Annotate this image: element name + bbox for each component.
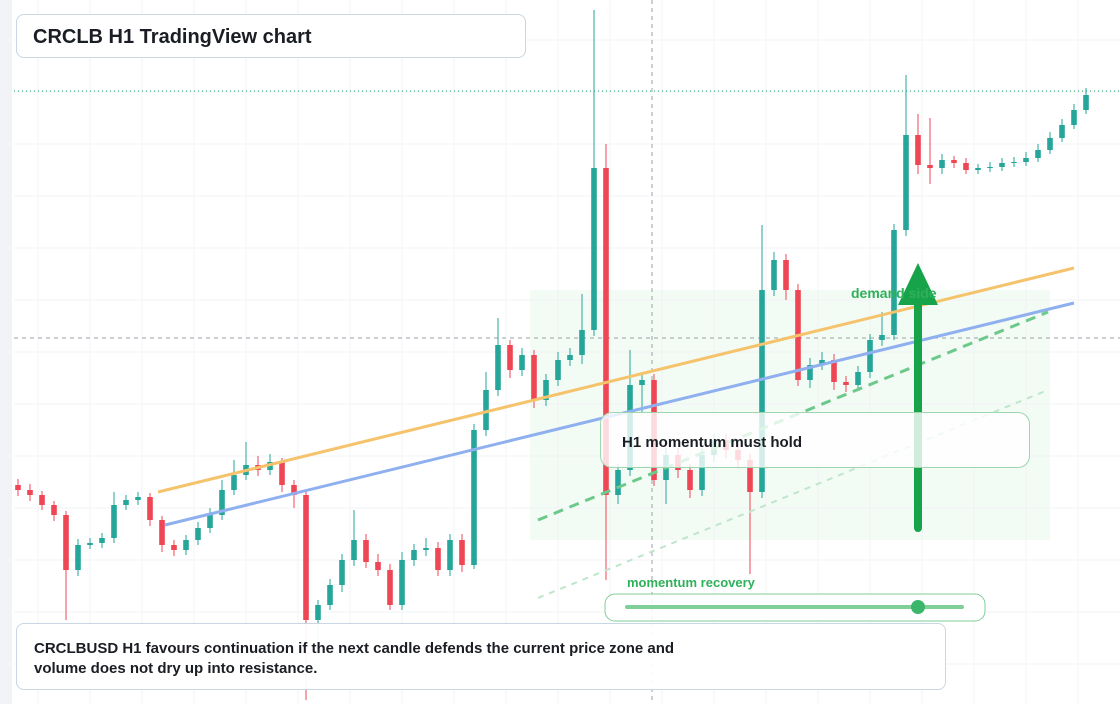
candle-body: [519, 355, 525, 370]
candle-body: [195, 528, 201, 540]
candle-body: [75, 545, 81, 570]
candle-body: [423, 548, 429, 550]
candle-body: [507, 345, 513, 370]
candle-body: [363, 540, 369, 562]
candle-body: [99, 538, 105, 543]
candle-body: [951, 160, 957, 163]
candle-body: [279, 462, 285, 485]
candle-body: [123, 500, 129, 505]
candle-body: [567, 355, 573, 360]
candle-body: [147, 497, 153, 520]
candle-body: [483, 390, 489, 430]
note-text: CRCLBUSD H1 favours continuation if the …: [34, 640, 675, 677]
candle-body: [699, 455, 705, 490]
candle-body: [1071, 110, 1077, 125]
candle-body: [63, 515, 69, 570]
candle-body: [579, 330, 585, 355]
candle-body: [903, 135, 909, 230]
arrow-head: [898, 263, 938, 305]
candle-body: [783, 260, 789, 290]
candle-body: [843, 382, 849, 385]
candle-body: [51, 505, 57, 515]
candle-body: [399, 560, 405, 605]
candle-body: [915, 135, 921, 165]
candle-body: [375, 562, 381, 570]
candle-body: [639, 380, 645, 385]
candle-body: [819, 360, 825, 365]
candle-body: [1047, 138, 1053, 150]
candle-body: [855, 372, 861, 385]
chart-title: CRCLB H1 TradingView chart: [33, 26, 312, 48]
candle-body: [1035, 150, 1041, 158]
note-box: CRCLBUSD H1 favours continuation if the …: [16, 623, 946, 690]
callout-box: H1 momentum must hold: [600, 412, 1030, 468]
candle-body: [1083, 95, 1089, 110]
candle-body: [387, 570, 393, 605]
candle-body: [591, 168, 597, 330]
left-edge: [0, 0, 12, 704]
candle-body: [183, 540, 189, 550]
candle-body: [831, 360, 837, 382]
candle-body: [27, 490, 33, 495]
candle-body: [687, 470, 693, 490]
candle-body: [315, 605, 321, 620]
candle-body: [963, 163, 969, 170]
candle-body: [1059, 125, 1065, 138]
candle-body: [471, 430, 477, 565]
slider-knob: [911, 600, 925, 614]
candle-body: [1011, 162, 1017, 163]
candle-body: [1023, 158, 1029, 162]
candle-body: [447, 540, 453, 570]
candle-body: [171, 545, 177, 550]
candle-body: [459, 540, 465, 565]
candle-body: [111, 505, 117, 538]
candle-body: [339, 560, 345, 585]
candle-body: [555, 360, 561, 380]
candle-body: [351, 540, 357, 560]
candle-body: [747, 460, 753, 492]
candle-body: [87, 543, 93, 545]
candle-body: [987, 167, 993, 168]
candle-body: [411, 550, 417, 560]
candle-body: [879, 335, 885, 340]
candle-body: [939, 160, 945, 168]
candle-body: [303, 495, 309, 620]
candle-body: [771, 260, 777, 290]
candle-body: [231, 475, 237, 490]
candle-body: [927, 165, 933, 168]
candle-body: [159, 520, 165, 545]
candle-body: [135, 497, 141, 500]
candle-body: [543, 380, 549, 400]
candle-body: [327, 585, 333, 605]
candle-body: [39, 495, 45, 505]
candle-body: [975, 168, 981, 170]
candle-body: [615, 470, 621, 495]
candle-body: [15, 485, 21, 490]
candle-body: [219, 490, 225, 515]
candle-body: [603, 168, 609, 495]
candle-body: [291, 485, 297, 495]
candle-body: [759, 290, 765, 492]
candle-body: [495, 345, 501, 390]
candle-body: [867, 340, 873, 372]
candle-body: [891, 230, 897, 335]
candle-body: [531, 355, 537, 400]
title-box: CRCLB H1 TradingView chart: [16, 14, 526, 58]
callout-text: H1 momentum must hold: [622, 434, 803, 451]
zone-label: demand side: [851, 285, 937, 301]
candle-body: [207, 515, 213, 528]
slider-label: momentum recovery: [627, 575, 756, 590]
candle-body: [999, 163, 1005, 167]
candle-body: [807, 365, 813, 380]
candle-body: [435, 548, 441, 570]
